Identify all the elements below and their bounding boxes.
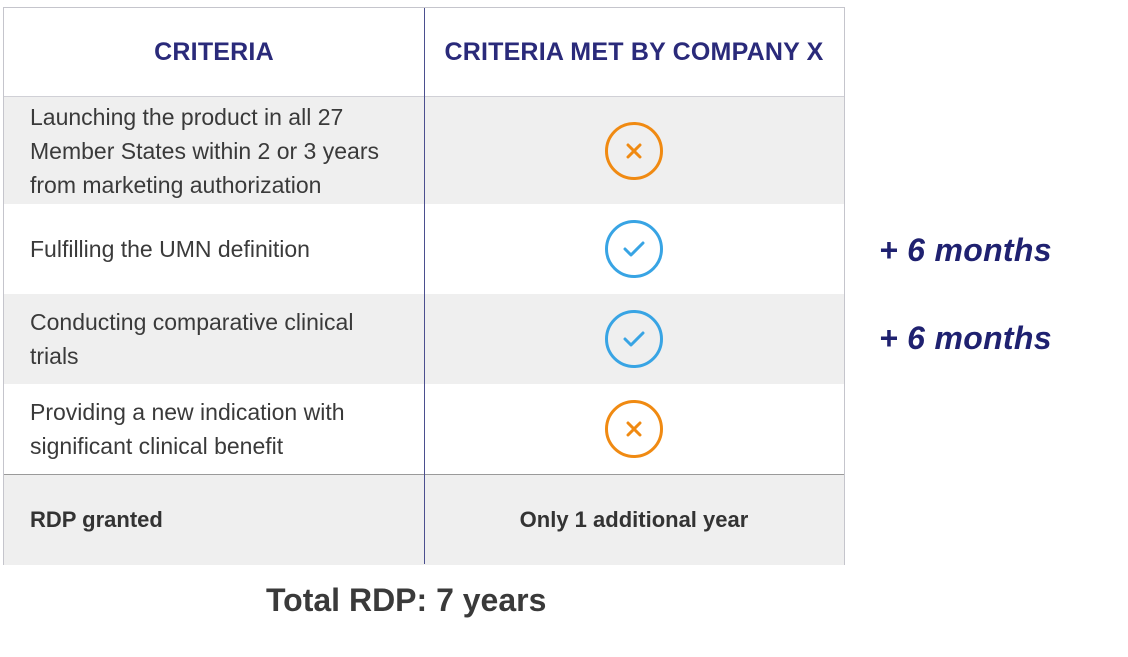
status-cell	[424, 97, 844, 204]
cross-circle-icon	[605, 400, 663, 458]
criterion-text: Providing a new indication with signific…	[30, 399, 345, 459]
status-cell	[424, 384, 844, 474]
header-cell-criteria: CRITERIA	[4, 8, 424, 96]
criterion-text: Conducting comparative clinical trials	[30, 309, 354, 369]
footer-value-cell: Only 1 additional year	[424, 475, 844, 565]
header-cell-met: CRITERIA MET BY COMPANY X	[424, 8, 844, 96]
check-circle-icon	[605, 220, 663, 278]
status-cell	[424, 204, 844, 294]
status-cell	[424, 294, 844, 384]
header-criteria: CRITERIA	[154, 37, 274, 66]
criterion-text: Launching the product in all 27 Member S…	[30, 103, 379, 198]
header-criteria-met: CRITERIA MET BY COMPANY X	[444, 37, 824, 66]
check-circle-icon	[605, 310, 663, 368]
criteria-table: CRITERIA CRITERIA MET BY COMPANY X Launc…	[3, 7, 845, 565]
criterion-cell: Providing a new indication with signific…	[4, 384, 424, 474]
criterion-cell: Conducting comparative clinical trials	[4, 294, 424, 384]
total-rdp: Total RDP: 7 years	[266, 582, 547, 618]
extension-note: + 6 months	[879, 320, 1052, 356]
rdp-granted-value: Only 1 additional year	[519, 507, 749, 532]
extension-note: + 6 months	[879, 232, 1052, 268]
cross-circle-icon	[605, 121, 663, 180]
criterion-cell: Launching the product in all 27 Member S…	[4, 97, 424, 204]
criterion-cell: Fulfilling the UMN definition	[4, 204, 424, 294]
criterion-text: Fulfilling the UMN definition	[30, 236, 310, 262]
rdp-granted-label: RDP granted	[30, 507, 163, 532]
footer-label-cell: RDP granted	[4, 475, 424, 565]
column-divider	[424, 8, 425, 564]
